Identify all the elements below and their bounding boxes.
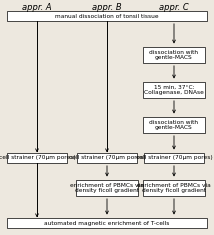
Text: 15 min, 37°C:
Collagenase, DNAse: 15 min, 37°C: Collagenase, DNAse [144, 85, 204, 95]
Bar [76, 180, 138, 196]
Text: manual dissociation of tonsil tissue: manual dissociation of tonsil tissue [55, 13, 159, 19]
Text: appr. B: appr. B [92, 3, 122, 12]
Bar [143, 117, 205, 133]
Text: cell strainer (70µm pores): cell strainer (70µm pores) [69, 156, 145, 161]
Text: dissociation with
gentle-MACS: dissociation with gentle-MACS [150, 50, 199, 60]
Bar [143, 82, 205, 98]
Text: enrichment of PBMCs via
density ficoll gradient: enrichment of PBMCs via density ficoll g… [137, 183, 211, 193]
Bar [144, 153, 204, 163]
Bar [7, 218, 207, 228]
Bar [143, 180, 205, 196]
Text: cell strainer (70µm pores): cell strainer (70µm pores) [0, 156, 75, 161]
Bar [7, 153, 67, 163]
Text: appr. C: appr. C [159, 3, 189, 12]
Bar [143, 47, 205, 63]
Bar [77, 153, 137, 163]
Bar [7, 11, 207, 21]
Text: cell strainer (70µm pores): cell strainer (70µm pores) [136, 156, 212, 161]
Text: dissociation with
gentle-MACS: dissociation with gentle-MACS [150, 120, 199, 130]
Text: automated magnetic enrichment of T-cells: automated magnetic enrichment of T-cells [44, 220, 170, 226]
Text: appr. A: appr. A [22, 3, 52, 12]
Text: enrichment of PBMCs via
density ficoll gradient: enrichment of PBMCs via density ficoll g… [70, 183, 144, 193]
